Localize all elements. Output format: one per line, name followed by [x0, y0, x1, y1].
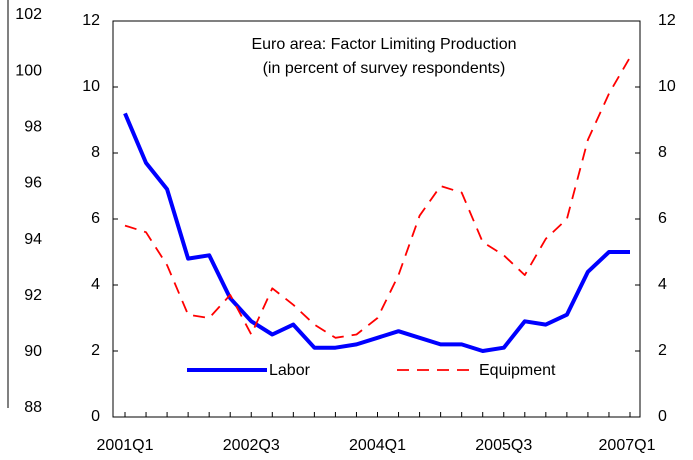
x-tick-label: 2005Q3 — [475, 437, 532, 454]
annotation: (in percent of survey respondents) — [263, 60, 506, 77]
x-tick-label: 2002Q3 — [223, 437, 280, 454]
y-tick-label: 92 — [24, 287, 42, 304]
legend-label: Labor — [269, 362, 311, 379]
x-tick-label: 2001Q1 — [97, 437, 154, 454]
y2-tick-label: 6 — [658, 210, 667, 227]
y-tick-label: 102 — [15, 6, 42, 23]
y-tick-label: 10 — [82, 78, 100, 95]
series-line — [123, 112, 630, 353]
y-tick-label: 88 — [24, 399, 42, 416]
y2-tick-label: 12 — [658, 12, 676, 29]
y-tick-label: 98 — [24, 119, 42, 136]
y-tick-label: 12 — [82, 12, 100, 29]
y-tick-label: 4 — [91, 276, 100, 293]
y2-tick-label: 4 — [658, 276, 667, 293]
y2-tick-label: 8 — [658, 144, 667, 161]
y-tick-label: 94 — [24, 231, 42, 248]
y-tick-label: 96 — [24, 175, 42, 192]
x-tick-label: 2007Q1 — [599, 437, 656, 454]
plot-frame — [112, 20, 641, 418]
y-tick-label: 100 — [15, 62, 42, 79]
series-line — [124, 56, 631, 339]
y2-tick-label: 10 — [658, 78, 676, 95]
y2-tick-label: 0 — [658, 408, 667, 425]
y-tick-label: 90 — [24, 343, 42, 360]
x-tick-label: 2004Q1 — [349, 437, 406, 454]
y-tick-label: 2 — [91, 342, 100, 359]
legend-label: Equipment — [479, 362, 556, 379]
y2-tick-label: 2 — [658, 342, 667, 359]
y-tick-label: 8 — [91, 144, 100, 161]
annotation: Euro area: Factor Limiting Production — [251, 36, 516, 53]
y-tick-label: 6 — [91, 210, 100, 227]
y-tick-label: 0 — [91, 408, 100, 425]
